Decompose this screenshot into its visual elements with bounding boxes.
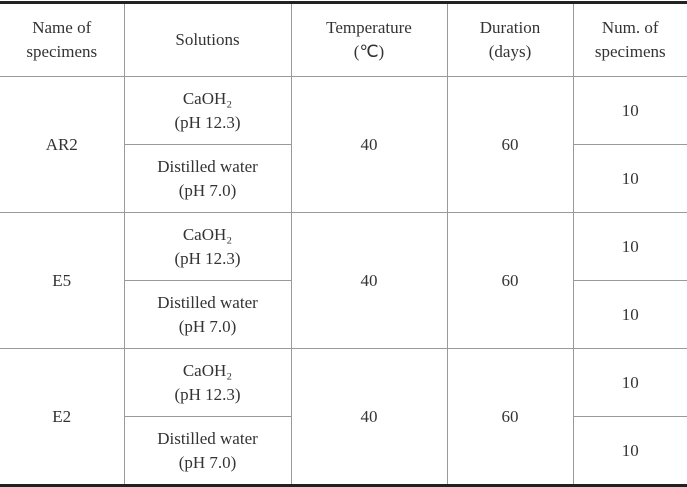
count: 10 — [622, 237, 639, 256]
count-cell: 10 — [573, 281, 687, 349]
name: E2 — [52, 407, 71, 426]
count-cell: 10 — [573, 145, 687, 213]
temperature: 40 — [361, 135, 378, 154]
duration: 60 — [502, 135, 519, 154]
cell-line: (pH 7.0) — [125, 315, 291, 339]
cell-line: (℃) — [292, 40, 447, 64]
count-cell: 10 — [573, 417, 687, 486]
temperature: 40 — [361, 407, 378, 426]
solution-cell: CaOH₂(pH 12.3) — [124, 213, 291, 281]
name-cell: AR2 — [0, 77, 124, 213]
count: 10 — [622, 305, 639, 324]
duration-cell: 60 — [447, 213, 573, 349]
header-cell: Temperature(℃) — [291, 3, 447, 77]
duration-cell: 60 — [447, 77, 573, 213]
duration: 60 — [502, 407, 519, 426]
cell-line: CaOH₂ — [125, 87, 291, 111]
count: 10 — [622, 169, 639, 188]
cell-line: Duration — [448, 16, 573, 40]
cell-line: (pH 7.0) — [125, 179, 291, 203]
solution-cell: Distilled water(pH 7.0) — [124, 281, 291, 349]
cell-line: Solutions — [125, 28, 291, 52]
cell-line: specimens — [0, 40, 124, 64]
temperature-cell: 40 — [291, 213, 447, 349]
cell-line: (pH 12.3) — [125, 247, 291, 271]
cell-line: (pH 12.3) — [125, 383, 291, 407]
name-cell: E5 — [0, 213, 124, 349]
cell-line: Num. of — [574, 16, 687, 40]
name: AR2 — [46, 135, 78, 154]
temperature-cell: 40 — [291, 349, 447, 486]
solution-cell: Distilled water(pH 7.0) — [124, 145, 291, 213]
header-cell: Solutions — [124, 3, 291, 77]
count-cell: 10 — [573, 213, 687, 281]
count-cell: 10 — [573, 349, 687, 417]
header-cell: Duration(days) — [447, 3, 573, 77]
temperature-cell: 40 — [291, 77, 447, 213]
duration-cell: 60 — [447, 349, 573, 486]
solution-cell: CaOH₂(pH 12.3) — [124, 349, 291, 417]
cell-line: Name of — [0, 16, 124, 40]
cell-line: Distilled water — [125, 155, 291, 179]
cell-line: (pH 12.3) — [125, 111, 291, 135]
cell-line: Distilled water — [125, 427, 291, 451]
count-cell: 10 — [573, 77, 687, 145]
duration: 60 — [502, 271, 519, 290]
cell-line: specimens — [574, 40, 687, 64]
cell-line: (days) — [448, 40, 573, 64]
cell-line: CaOH₂ — [125, 223, 291, 247]
solution-cell: CaOH₂(pH 12.3) — [124, 77, 291, 145]
cell-line: Temperature — [292, 16, 447, 40]
cell-line: (pH 7.0) — [125, 451, 291, 475]
count: 10 — [622, 101, 639, 120]
name-cell: E2 — [0, 349, 124, 486]
count: 10 — [622, 441, 639, 460]
solution-cell: Distilled water(pH 7.0) — [124, 417, 291, 486]
cell-line: Distilled water — [125, 291, 291, 315]
count: 10 — [622, 373, 639, 392]
temperature: 40 — [361, 271, 378, 290]
name: E5 — [52, 271, 71, 290]
cell-line: CaOH₂ — [125, 359, 291, 383]
